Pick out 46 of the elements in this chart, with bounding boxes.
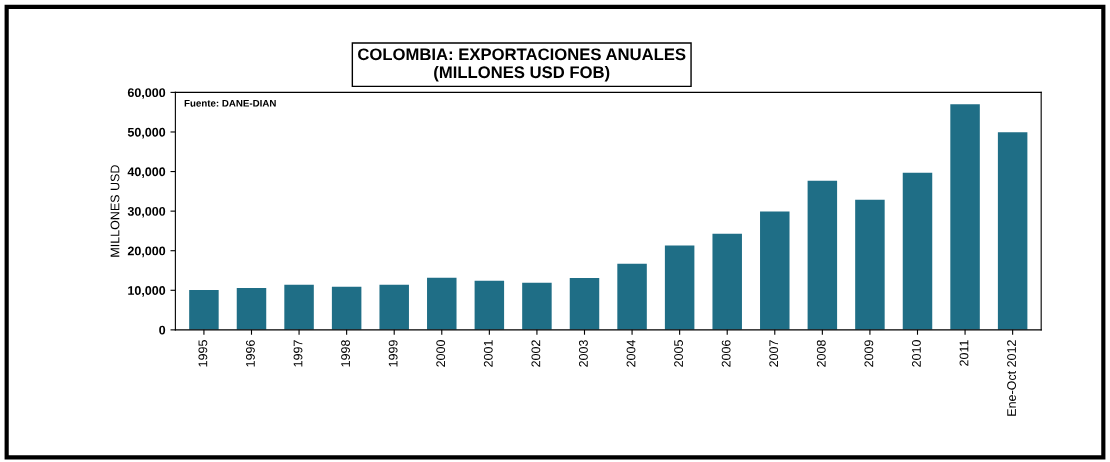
x-tick-label: 2008 bbox=[816, 340, 826, 367]
x-tick-label: 2004 bbox=[626, 339, 636, 367]
bar bbox=[617, 263, 647, 330]
bar bbox=[522, 282, 552, 330]
x-tick-label: 2003 bbox=[579, 340, 588, 367]
x-tick-label: 2009 bbox=[864, 340, 874, 367]
x-tick-label: 1999 bbox=[388, 340, 398, 367]
y-axis-title: MILLONES USD bbox=[110, 165, 120, 257]
x-tick-label: Ene-Oct 2012 bbox=[1007, 340, 1016, 416]
y-tick-label: 40,000 bbox=[127, 167, 166, 179]
bar bbox=[379, 284, 409, 330]
bar bbox=[664, 245, 695, 330]
bar bbox=[284, 284, 314, 330]
bar bbox=[189, 289, 219, 330]
bar bbox=[712, 233, 742, 330]
x-tick-label: 2011 bbox=[959, 340, 969, 366]
bar bbox=[997, 132, 1028, 330]
x-tick-label: 2006 bbox=[721, 340, 731, 367]
bar bbox=[807, 180, 838, 330]
x-tick-label: 1998 bbox=[341, 340, 350, 367]
bar bbox=[569, 278, 600, 330]
y-tick-label: 30,000 bbox=[127, 206, 166, 218]
x-tick-label: 1995 bbox=[198, 340, 208, 367]
x-tick-label: 2002 bbox=[531, 340, 541, 367]
bar bbox=[474, 280, 505, 330]
x-tick-label: 2000 bbox=[436, 340, 446, 367]
bar bbox=[331, 286, 362, 330]
chart-title: COLOMBIA: EXPORTACIONES ANUALES (MILLONES USD FOB) bbox=[358, 48, 686, 82]
y-tick-label: 50,000 bbox=[127, 127, 166, 139]
x-tick-label: 2001 bbox=[483, 340, 493, 367]
y-tick-label: 10,000 bbox=[128, 286, 166, 297]
bar bbox=[760, 211, 790, 330]
x-tick-label: 2010 bbox=[912, 340, 921, 367]
bar bbox=[855, 199, 885, 330]
bar bbox=[950, 104, 980, 330]
y-tick-label: 20,000 bbox=[127, 246, 166, 258]
annotation: Fuente: DANE-DIAN bbox=[184, 99, 276, 107]
x-tick-label: 1997 bbox=[293, 340, 303, 367]
bar bbox=[236, 287, 267, 330]
bar bbox=[902, 172, 933, 330]
x-tick-label: 2007 bbox=[769, 340, 779, 367]
bar bbox=[427, 277, 457, 330]
x-tick-label: 2005 bbox=[674, 340, 683, 367]
y-tick-label: 0 bbox=[159, 325, 166, 335]
y-tick-label: 60,000 bbox=[127, 88, 166, 99]
x-tick-label: 1996 bbox=[246, 340, 255, 367]
